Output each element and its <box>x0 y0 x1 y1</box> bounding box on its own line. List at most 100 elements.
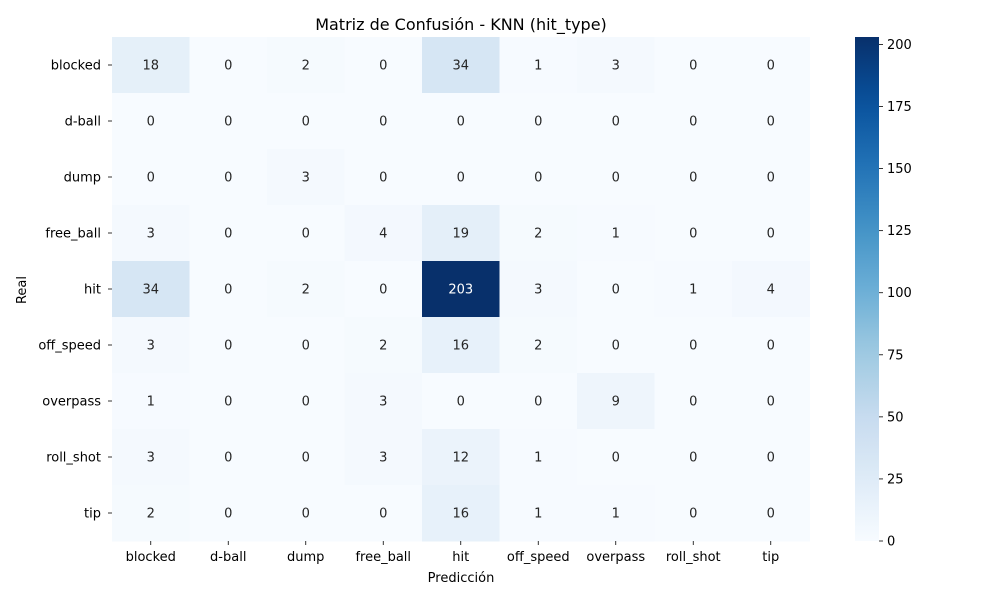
heatmap-cell <box>499 93 578 150</box>
heatmap-cell <box>654 37 733 94</box>
x-axis-ticks: blocked d-ball dump free_ball hit off_speed ov… <box>126 541 779 565</box>
heatmap-cell <box>112 93 190 150</box>
y-tick-label: tip <box>84 507 101 522</box>
cell-value-label: 3 <box>612 59 620 74</box>
heatmap-cell <box>267 261 345 318</box>
heatmap-cell <box>344 373 423 430</box>
cell-value-label: 16 <box>452 339 469 354</box>
cell-value-label: 0 <box>379 115 387 130</box>
x-tick-label: tip <box>762 550 779 565</box>
cell-value-label: 3 <box>302 171 310 186</box>
cell-value-label: 0 <box>302 115 310 130</box>
heatmap-cell <box>654 205 733 262</box>
cell-value-label: 0 <box>767 451 775 466</box>
heatmap-cell <box>344 485 423 542</box>
cell-value-label: 19 <box>452 227 469 242</box>
cell-value-label: 9 <box>612 395 620 410</box>
colorbar-tick-label: 75 <box>887 348 904 363</box>
heatmap-cell <box>422 485 500 542</box>
heatmap-cell <box>577 261 655 318</box>
y-tick-label: overpass <box>42 395 101 410</box>
colorbar-tick-label: 100 <box>887 286 912 301</box>
cell-value-label: 0 <box>767 59 775 74</box>
cell-value-label: 2 <box>302 283 310 298</box>
cell-value-labels: 18 0 2 0 34 1 3 0 00 0 0 0 0 0 0 0 00 0 3 0 0 0 0 0 03 0 0 4 19 2 1 0 03… <box>142 59 774 522</box>
cell-value-label: 0 <box>224 227 232 242</box>
cell-value-label: 0 <box>224 115 232 130</box>
heatmap-cell <box>654 373 733 430</box>
heatmap-cell <box>499 37 578 94</box>
x-tick-label: blocked <box>126 550 176 565</box>
cell-value-label: 0 <box>689 115 697 130</box>
cell-value-label: 0 <box>224 507 232 522</box>
heatmap-cell <box>422 429 500 486</box>
heatmap-cell <box>112 37 190 94</box>
x-tick-label: d-ball <box>210 550 246 565</box>
cell-value-label: 0 <box>302 395 310 410</box>
colorbar-tick-label: 0 <box>887 535 895 550</box>
heatmap-cell <box>189 93 268 150</box>
cell-value-label: 16 <box>452 507 469 522</box>
heatmap-cell <box>112 429 190 486</box>
cell-value-label: 0 <box>689 227 697 242</box>
cell-value-label: 1 <box>612 507 620 522</box>
heatmap-cell <box>499 261 578 318</box>
heatmap-cell <box>112 317 190 374</box>
colorbar-tick-label: 50 <box>887 410 904 425</box>
cell-value-label: 2 <box>534 339 542 354</box>
cell-value-label: 2 <box>534 227 542 242</box>
cell-value-label: 0 <box>224 59 232 74</box>
heatmap-cell <box>577 149 655 206</box>
cell-value-label: 0 <box>767 507 775 522</box>
heatmap-cell <box>422 149 500 206</box>
cell-value-label: 0 <box>612 283 620 298</box>
cell-value-label: 0 <box>767 227 775 242</box>
heatmap-cell <box>732 485 810 542</box>
heatmap-cell <box>267 93 345 150</box>
heatmap-cell <box>189 373 268 430</box>
cell-value-label: 0 <box>689 59 697 74</box>
cell-value-label: 0 <box>767 339 775 354</box>
cell-value-label: 3 <box>147 227 155 242</box>
heatmap-cell <box>344 429 423 486</box>
cell-value-label: 0 <box>612 339 620 354</box>
cell-value-label: 2 <box>147 507 155 522</box>
heatmap-cell <box>732 373 810 430</box>
cell-value-label: 0 <box>767 171 775 186</box>
heatmap-cell <box>189 317 268 374</box>
x-tick-label: overpass <box>586 550 645 565</box>
cell-value-label: 0 <box>302 507 310 522</box>
heatmap-cell <box>189 149 268 206</box>
heatmap-cell <box>422 205 500 262</box>
cell-value-label: 4 <box>767 283 775 298</box>
heatmap-cell <box>267 373 345 430</box>
heatmap-cell <box>344 37 423 94</box>
heatmap-cell <box>344 317 423 374</box>
heatmap-cell <box>422 93 500 150</box>
cell-value-label: 1 <box>147 395 155 410</box>
heatmap-cell <box>732 149 810 206</box>
cell-value-label: 0 <box>379 59 387 74</box>
heatmap-cell <box>344 205 423 262</box>
cell-value-label: 0 <box>767 395 775 410</box>
heatmap-cell <box>189 261 268 318</box>
x-tick-label: off_speed <box>507 550 570 565</box>
cell-value-label: 0 <box>612 451 620 466</box>
heatmap-cell <box>654 261 733 318</box>
cell-value-label: 1 <box>689 283 697 298</box>
colorbar-tick-label: 125 <box>887 224 912 239</box>
cell-value-label: 0 <box>379 283 387 298</box>
heatmap-cell <box>344 261 423 318</box>
cell-value-label: 3 <box>534 283 542 298</box>
x-tick-label: roll_shot <box>666 550 721 565</box>
cell-value-label: 0 <box>224 283 232 298</box>
cell-value-label: 0 <box>534 171 542 186</box>
cell-value-label: 0 <box>612 115 620 130</box>
x-tick-label: hit <box>452 550 469 565</box>
cell-value-label: 2 <box>302 59 310 74</box>
heatmap-cell <box>422 261 500 318</box>
x-axis-label: Predicción <box>428 571 495 586</box>
heatmap-cell <box>112 373 190 430</box>
heatmap-cell <box>112 149 190 206</box>
heatmap-cell <box>499 317 578 374</box>
